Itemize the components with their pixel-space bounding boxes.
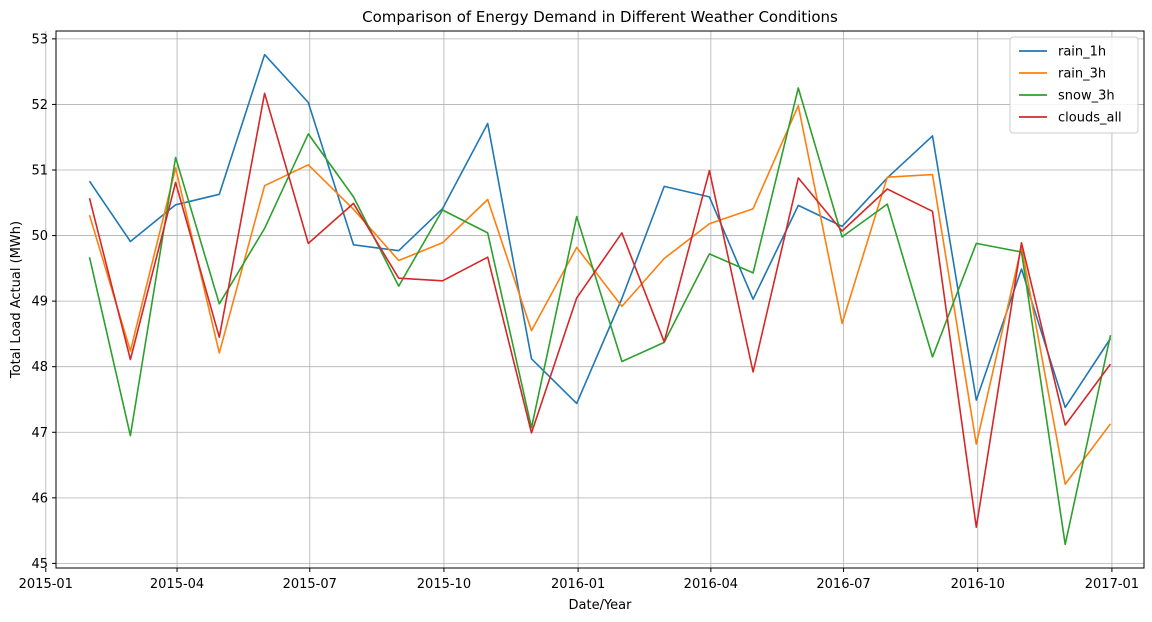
chart-title: Comparison of Energy Demand in Different… — [362, 8, 838, 26]
plot-frame — [55, 30, 1145, 569]
legend: rain_1h rain_3h snow_3h clouds_all — [1009, 36, 1139, 134]
x-axis-label: Date/Year — [569, 598, 633, 613]
x-tick-label: 2016-01 — [551, 577, 605, 592]
x-tick-label: 2017-01 — [1085, 577, 1139, 592]
y-tick-label: 48 — [31, 360, 48, 375]
series-lines — [88, 53, 1112, 546]
x-tick-label: 2015-07 — [283, 577, 337, 592]
legend-entry-label: snow_3h — [1058, 89, 1115, 104]
grid-lines — [45, 31, 1144, 568]
x-tick-label: 2015-10 — [417, 577, 471, 592]
x-tick-label: 2016-07 — [816, 577, 870, 592]
y-tick-label: 45 — [31, 557, 48, 572]
y-tick-label: 49 — [31, 295, 48, 310]
series-line-rain-3h — [88, 104, 1112, 485]
x-tick-label: 2016-04 — [684, 577, 738, 592]
series-line-clouds-all — [88, 92, 1112, 529]
y-tick-label: 53 — [31, 32, 48, 47]
y-tick-label: 52 — [31, 98, 48, 113]
x-tick-label: 2015-01 — [19, 577, 73, 592]
series-line-rain-1h — [88, 53, 1112, 409]
legend-entry-label: rain_1h — [1058, 45, 1106, 60]
y-tick-label: 47 — [31, 426, 48, 441]
y-tick-label: 46 — [31, 491, 48, 506]
series-line-snow-3h — [88, 87, 1112, 546]
y-axis-ticks: 45 46 47 48 49 50 51 52 53 — [31, 32, 56, 572]
x-axis-ticks: 2015-01 2015-04 2015-07 2015-10 2016-01 2016-… — [19, 568, 1139, 592]
legend-entry-label: clouds_all — [1058, 111, 1122, 126]
x-tick-label: 2015-04 — [150, 577, 204, 592]
y-tick-label: 50 — [31, 229, 48, 244]
y-axis-label: Total Load Actual (MWh) — [9, 221, 24, 379]
legend-entry-label: rain_3h — [1058, 67, 1106, 82]
x-tick-label: 2016-10 — [951, 577, 1005, 592]
y-tick-label: 51 — [31, 164, 48, 179]
legend-box — [1009, 36, 1139, 134]
